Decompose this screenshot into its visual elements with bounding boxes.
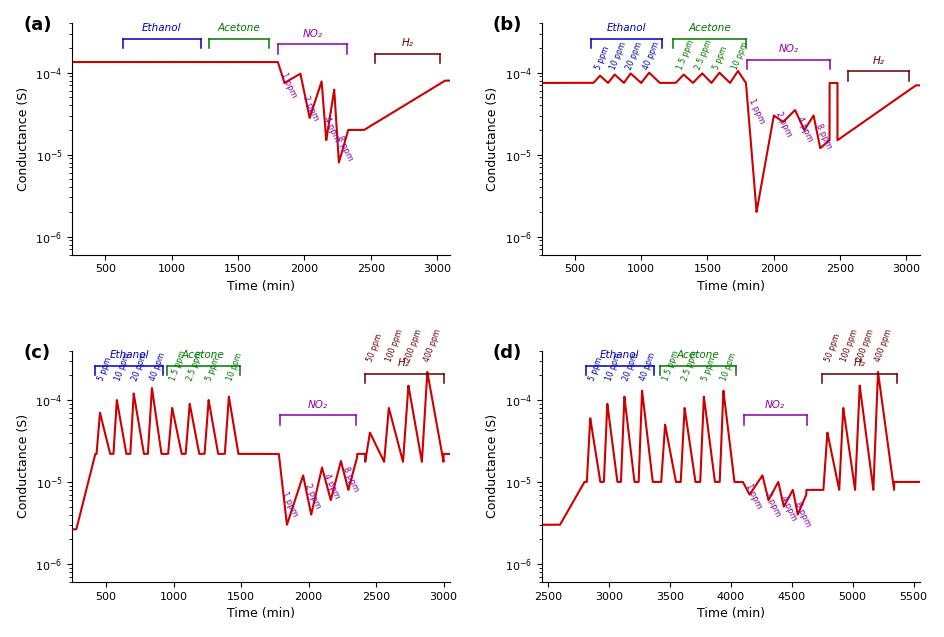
Text: (b): (b) — [492, 17, 521, 34]
Text: 10 ppm: 10 ppm — [719, 352, 737, 382]
Text: 1.5 ppm: 1.5 ppm — [661, 350, 680, 382]
Text: NO₂: NO₂ — [308, 400, 328, 410]
Text: Acetone: Acetone — [181, 350, 225, 361]
Y-axis label: Conductance (S): Conductance (S) — [485, 414, 498, 519]
Text: 2.5 ppm: 2.5 ppm — [186, 350, 205, 382]
Text: NO₂: NO₂ — [765, 400, 784, 410]
Text: 400 ppm: 400 ppm — [422, 328, 442, 363]
Text: 20 ppm: 20 ppm — [620, 352, 639, 382]
Text: 200 ppm: 200 ppm — [403, 328, 423, 363]
Text: 1 ppm: 1 ppm — [746, 97, 766, 125]
Text: 8 ppm: 8 ppm — [792, 500, 812, 528]
Text: Ethanol: Ethanol — [142, 23, 181, 33]
Text: Ethanol: Ethanol — [110, 350, 148, 361]
Text: 100 ppm: 100 ppm — [838, 328, 859, 363]
X-axis label: Time (min): Time (min) — [696, 607, 764, 620]
Text: 4 ppm: 4 ppm — [322, 473, 342, 501]
Y-axis label: Conductance (S): Conductance (S) — [17, 87, 29, 191]
Text: 2 ppm: 2 ppm — [762, 490, 782, 518]
Y-axis label: Conductance (S): Conductance (S) — [17, 414, 29, 519]
Text: 1 ppm: 1 ppm — [278, 71, 298, 99]
Text: 2 ppm: 2 ppm — [301, 94, 320, 122]
Text: 5 ppm: 5 ppm — [593, 45, 610, 71]
Text: 20 ppm: 20 ppm — [624, 41, 643, 71]
Text: 5 ppm: 5 ppm — [96, 356, 113, 382]
Text: (d): (d) — [492, 344, 521, 362]
Text: 100 ppm: 100 ppm — [384, 328, 404, 363]
Text: Ethanol: Ethanol — [606, 23, 646, 33]
Text: 8 ppm: 8 ppm — [334, 134, 354, 162]
X-axis label: Time (min): Time (min) — [228, 607, 295, 620]
Text: H₂: H₂ — [852, 359, 865, 368]
Text: 4 ppm: 4 ppm — [322, 115, 342, 143]
Text: H₂: H₂ — [401, 38, 413, 48]
Text: Acetone: Acetone — [687, 23, 730, 33]
Text: (c): (c) — [23, 344, 50, 362]
Text: Acetone: Acetone — [676, 350, 718, 361]
Text: 40 ppm: 40 ppm — [641, 41, 660, 71]
Text: H₂: H₂ — [871, 56, 884, 66]
Text: H₂: H₂ — [397, 359, 410, 368]
Text: 50 ppm: 50 ppm — [823, 333, 841, 363]
Text: (a): (a) — [23, 17, 52, 34]
Text: 5 ppm: 5 ppm — [700, 356, 716, 382]
Text: 10 ppm: 10 ppm — [608, 41, 627, 71]
Text: 200 ppm: 200 ppm — [854, 328, 874, 363]
Text: 20 ppm: 20 ppm — [130, 352, 149, 382]
Y-axis label: Conductance (S): Conductance (S) — [485, 87, 498, 191]
Text: 2 ppm: 2 ppm — [773, 110, 793, 138]
Text: 5 ppm: 5 ppm — [586, 356, 603, 382]
Text: 40 ppm: 40 ppm — [148, 352, 166, 382]
Text: 2.5 ppm: 2.5 ppm — [681, 350, 700, 382]
Text: 4 ppm: 4 ppm — [778, 494, 797, 523]
Text: 4 ppm: 4 ppm — [795, 115, 814, 143]
Text: 8 ppm: 8 ppm — [813, 122, 833, 150]
Text: 400 ppm: 400 ppm — [872, 328, 893, 363]
X-axis label: Time (min): Time (min) — [696, 280, 764, 293]
Text: NO₂: NO₂ — [302, 29, 322, 39]
Text: 40 ppm: 40 ppm — [638, 352, 657, 382]
Text: 10 ppm: 10 ppm — [113, 352, 132, 382]
Text: 1 ppm: 1 ppm — [743, 482, 763, 510]
X-axis label: Time (min): Time (min) — [228, 280, 295, 293]
Text: 2.5 ppm: 2.5 ppm — [693, 38, 713, 71]
Text: 5 ppm: 5 ppm — [205, 356, 222, 382]
Text: 10 ppm: 10 ppm — [225, 352, 244, 382]
Text: 1.5 ppm: 1.5 ppm — [675, 38, 696, 71]
Text: 1.5 ppm: 1.5 ppm — [168, 350, 188, 382]
Text: NO₂: NO₂ — [778, 45, 798, 54]
Text: 50 ppm: 50 ppm — [365, 333, 383, 363]
Text: 10 ppm: 10 ppm — [603, 352, 622, 382]
Text: Acetone: Acetone — [217, 23, 260, 33]
Text: 10 ppm: 10 ppm — [730, 41, 749, 71]
Text: 2 ppm: 2 ppm — [303, 482, 323, 510]
Text: 5 ppm: 5 ppm — [711, 45, 729, 71]
Text: 1 ppm: 1 ppm — [279, 490, 299, 518]
Text: 8 ppm: 8 ppm — [341, 465, 361, 494]
Text: Ethanol: Ethanol — [599, 350, 639, 361]
